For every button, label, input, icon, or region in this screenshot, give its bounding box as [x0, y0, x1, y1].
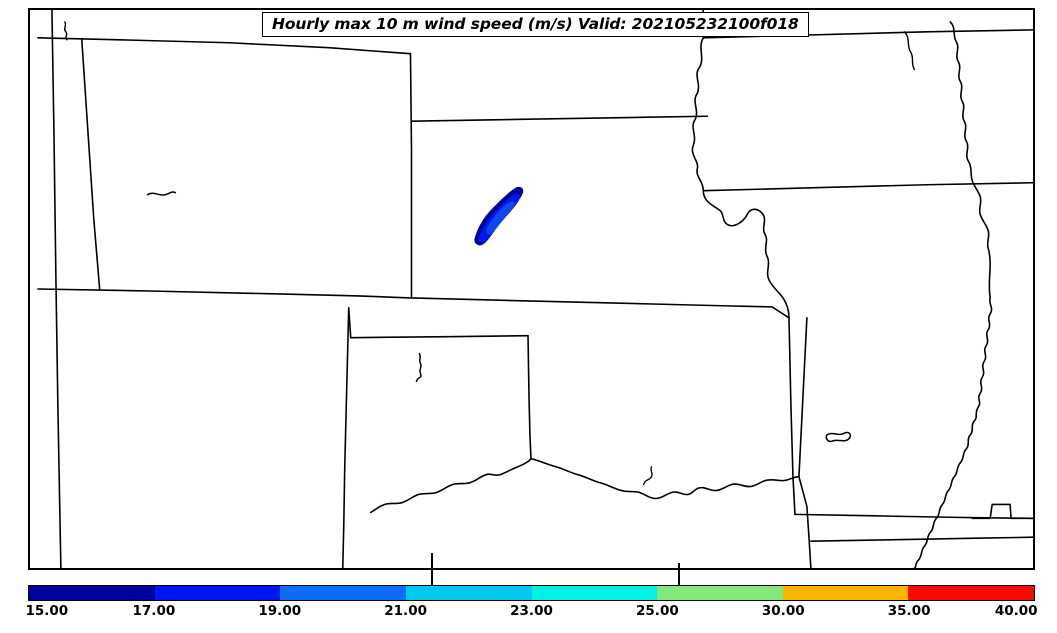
boundary-nebraska-wyoming-vertical — [80, 38, 101, 291]
boundary-missouri-arkansas — [794, 513, 1033, 520]
colorbar-segment-25-30 — [657, 586, 783, 600]
colorbar-major-tick-mark — [430, 553, 433, 585]
colorbar-major-tick-mark — [677, 563, 680, 585]
boundary-missouri-river-north — [691, 10, 790, 319]
colorbar-tick-label: 40.00 — [994, 603, 1038, 619]
colorbar-segment-23-25 — [531, 586, 658, 600]
colorbar-tick-label: 35.00 — [887, 603, 931, 619]
boundary-wyoming-nebraska-north — [37, 37, 412, 55]
river-oklahoma-panhandle — [415, 352, 422, 383]
river-north-platte-headwater — [64, 21, 68, 41]
colorbar-segment-17-19 — [154, 586, 281, 600]
boundary-texas-louisiana — [798, 475, 812, 568]
colorbar-tick-label: 15.00 — [25, 603, 69, 619]
boundary-texas-new-mexico-east — [341, 307, 350, 568]
colorbar-tick-label: 21.00 — [384, 603, 427, 619]
boundary-panhandle-north — [349, 334, 529, 339]
colorbar-segment-35-40 — [908, 586, 1034, 600]
colorbar-tick-label: 30.00 — [761, 603, 805, 619]
inland-water-features — [146, 191, 852, 443]
colorbar-segment-19-21 — [280, 586, 406, 600]
map-geography-svg — [37, 10, 1033, 568]
river-red-tributary — [642, 466, 653, 486]
colorbar-tick-label: 19.00 — [258, 603, 302, 619]
colorbar — [28, 585, 1035, 601]
boundary-missouri-bootheel — [971, 503, 1033, 520]
boundary-iowa-illinois — [903, 31, 916, 71]
boundary-kansas-oklahoma-corner — [771, 306, 790, 319]
colorbar-segment-21-23 — [405, 586, 532, 600]
wind-speed-maximum-swath — [474, 186, 524, 246]
boundary-kansas-missouri-vertical — [788, 316, 796, 516]
state-boundaries — [37, 10, 1033, 568]
boundary-mississippi-river — [913, 297, 993, 568]
swath-band-19-21 — [486, 201, 515, 235]
boundary-kansas-south — [410, 297, 773, 308]
boundary-nebraska-kansas-north — [410, 115, 709, 122]
boundary-iowa-missouri — [702, 181, 1033, 192]
colorbar-tick-labels: 15.00 17.00 19.00 21.00 23.00 25.00 30.00 35.00… — [25, 601, 1038, 631]
boundary-wyoming-colorado-west — [51, 10, 62, 568]
boundary-texas-louisiana-north — [810, 536, 1033, 542]
page-title: Hourly max 10 m wind speed (m/s) Valid: … — [272, 15, 799, 33]
boundary-panhandle-east — [527, 334, 532, 460]
river-colorado-small — [146, 191, 177, 196]
lake-arkansas — [825, 431, 852, 443]
boundary-red-river-west — [369, 457, 532, 514]
map-plot-area — [28, 8, 1035, 570]
boundary-colorado-north — [37, 288, 412, 299]
colorbar-gradient — [29, 586, 1034, 600]
boundary-red-river-east — [530, 457, 800, 500]
colorbar-tick-label: 17.00 — [132, 603, 176, 619]
chart-title-box: Hourly max 10 m wind speed (m/s) Valid: … — [262, 12, 809, 38]
colorbar-segment-30-35 — [782, 586, 909, 600]
colorbar-tick-label: 23.00 — [510, 603, 553, 619]
boundary-mississippi-river-upper — [949, 21, 991, 299]
colorbar-tick-label: 25.00 — [636, 603, 679, 619]
boundary-oklahoma-arkansas-vertical — [798, 316, 808, 478]
colorbar-segment-15-17 — [29, 586, 155, 600]
boundary-colorado-nebraska-east — [409, 52, 413, 299]
